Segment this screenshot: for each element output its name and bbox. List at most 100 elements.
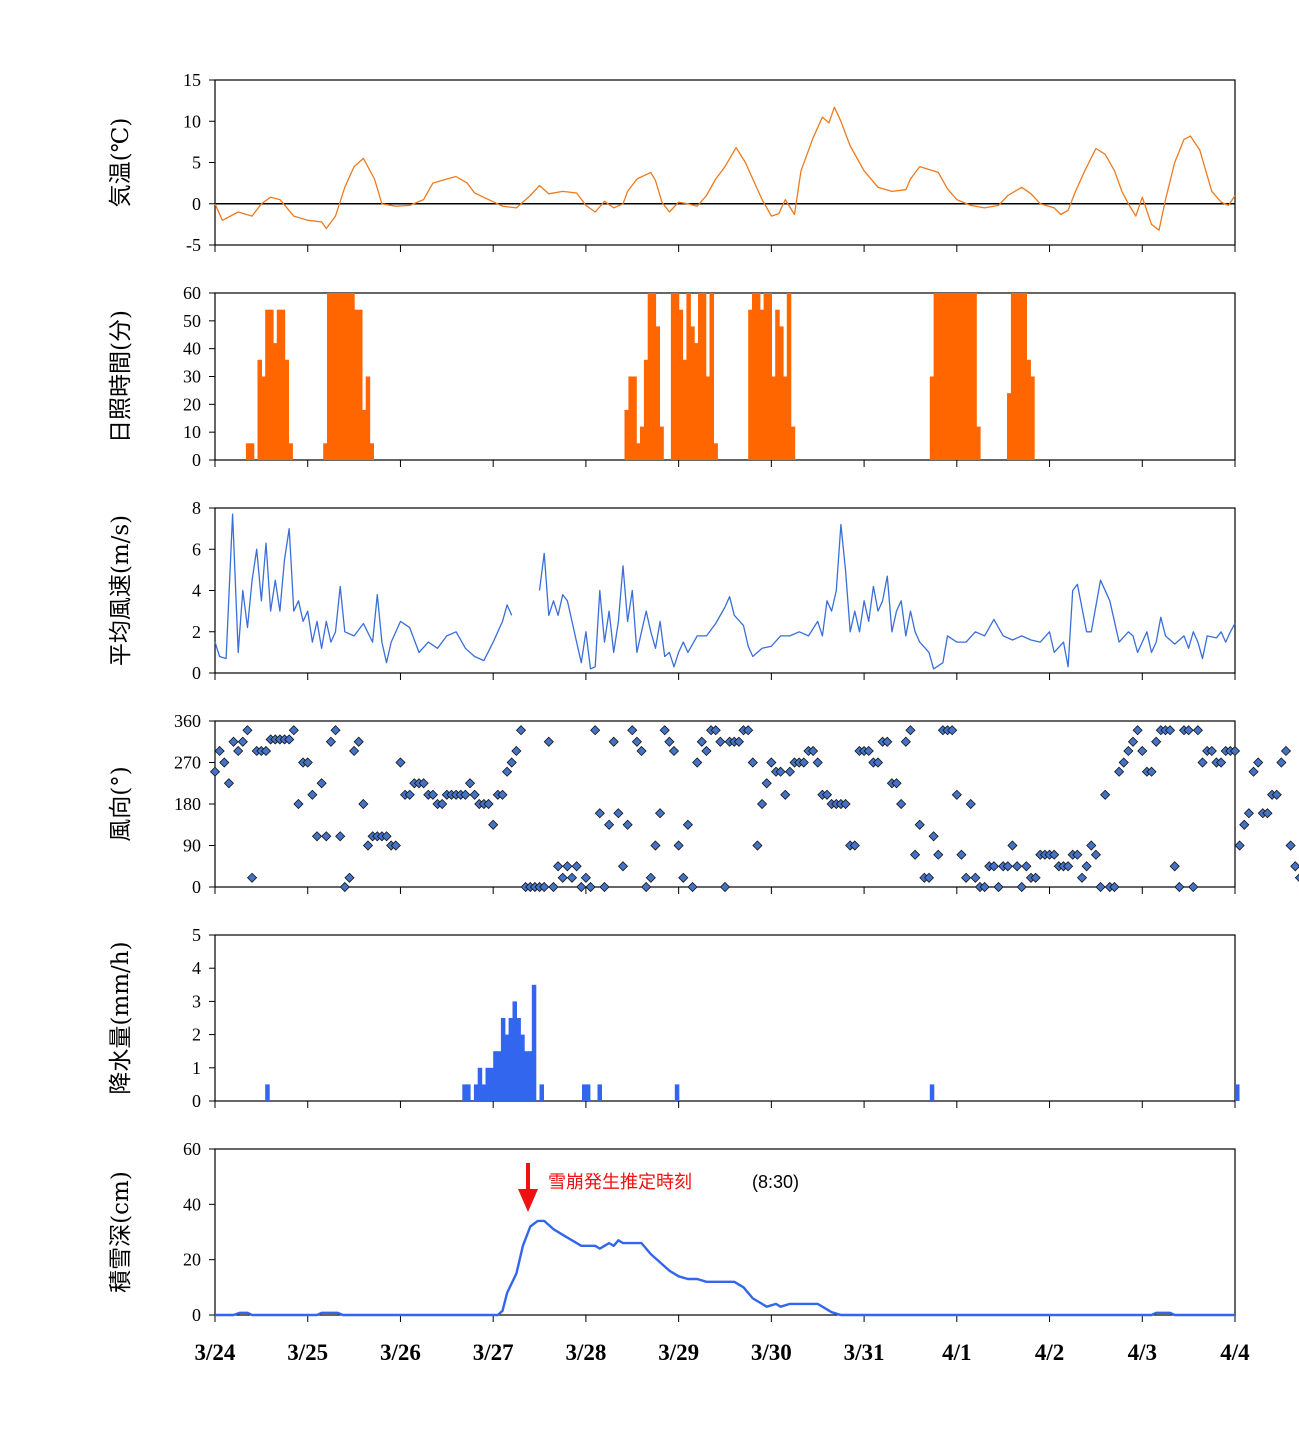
sunshine-bar: [701, 293, 707, 460]
wind-direction-point: [604, 819, 615, 830]
wind-direction-point: [1248, 766, 1259, 777]
wind-direction-point: [701, 745, 712, 757]
sunshine-bar: [976, 426, 981, 460]
wind_speed-plot-frame: [214, 507, 1236, 674]
sunshine-bar: [690, 326, 695, 460]
wind-direction-point: [923, 872, 935, 883]
wind-direction-point: [1253, 757, 1264, 768]
sunshine-bar: [346, 293, 351, 460]
wind-direction-point: [1076, 872, 1088, 883]
wind-direction-point: [896, 798, 907, 810]
precipitation-bar: [512, 1001, 517, 1101]
wind-direction-point: [733, 736, 744, 747]
wind-direction-point: [766, 757, 777, 768]
sunshine-bar: [659, 426, 664, 460]
wind-direction-point: [812, 757, 823, 768]
wind-direction-point: [464, 778, 476, 789]
wind-direction-point: [1169, 861, 1180, 872]
wind-direction-point: [1123, 745, 1134, 757]
sunshine-bar: [636, 443, 641, 460]
sunshine-ytick-label: 50: [183, 311, 201, 331]
wind-direction-point: [1063, 861, 1074, 872]
wind-direction-point: [1280, 745, 1292, 757]
wind-direction-point: [636, 745, 647, 757]
wind-direction-point: [247, 872, 258, 883]
wind-direction-point: [590, 725, 601, 736]
precipitation-bar: [265, 1084, 270, 1101]
wind-direction-point: [631, 736, 642, 747]
precipitation-bar: [516, 1018, 521, 1101]
wind-direction-point: [288, 725, 299, 736]
wind_speed-ytick-label: 2: [192, 622, 201, 642]
sunshine-bar: [960, 293, 966, 460]
wind-direction-point: [219, 757, 230, 768]
wind-direction-point: [1012, 861, 1023, 872]
sunshine-bar: [694, 343, 699, 460]
wind-direction-point: [641, 881, 652, 893]
precipitation-bar: [500, 1018, 506, 1101]
wind-direction-point: [965, 798, 976, 810]
wind-direction-point: [808, 745, 819, 757]
wind-direction-point: [775, 766, 786, 777]
x-tick-label: 3/24: [195, 1340, 236, 1365]
wind-direction-point: [539, 881, 550, 893]
sunshine-bar: [647, 293, 653, 460]
wind-direction-point: [1114, 766, 1125, 777]
wind-direction-point: [1239, 819, 1250, 830]
wind-direction-point: [1243, 808, 1254, 819]
snow_depth-ytick-label: 40: [183, 1194, 201, 1214]
wind-direction-point: [659, 725, 670, 736]
sunshine-bar: [1030, 376, 1035, 460]
wind-direction-point: [1072, 849, 1083, 860]
wind-direction-point: [715, 736, 726, 747]
sunshine-bar: [655, 326, 660, 460]
wind-direction-point: [353, 736, 364, 747]
wind-direction-point: [1262, 808, 1273, 819]
sunshine-bar: [698, 293, 703, 460]
sunshine-bar: [779, 326, 784, 460]
sunshine-bar: [640, 426, 645, 460]
wind-direction-point: [557, 872, 568, 883]
precipitation-plot-frame: [214, 934, 1236, 1102]
wind_direction-ytick-label: 0: [192, 877, 201, 897]
wind_speed-ytick-label: 6: [192, 539, 201, 559]
wind-direction-point: [209, 766, 221, 777]
wind-direction-point: [849, 840, 860, 851]
wind-direction-point: [710, 725, 721, 736]
sunshine-bar: [783, 376, 788, 460]
wind-direction-point: [655, 808, 666, 819]
sunshine-ytick-label: 30: [183, 367, 201, 387]
wind-direction-point: [747, 757, 758, 768]
panel-snow_depth: 0 20 40 60 積雪深(cm): [108, 1139, 1236, 1325]
precipitation-bar: [531, 984, 537, 1101]
wind-direction-point: [882, 736, 893, 747]
sunshine-bar: [334, 293, 340, 460]
sunshine-bar: [686, 293, 691, 460]
sunshine-bar: [249, 443, 255, 460]
sunshine-bar: [933, 293, 939, 460]
precipitation-bar: [528, 1051, 533, 1101]
wind-direction-point: [891, 778, 902, 789]
wind-direction-point: [316, 778, 327, 789]
sunshine-bar: [713, 443, 718, 460]
wind-direction-point: [284, 734, 295, 745]
wind-direction-point: [1165, 725, 1176, 736]
wind-direction-point: [344, 872, 355, 883]
sunshine-bar: [790, 426, 796, 460]
sunshine-bar: [786, 293, 792, 460]
wind-direction-point: [900, 736, 911, 747]
sunshine-bar: [361, 409, 367, 460]
sunshine-ytick-label: 60: [183, 283, 201, 303]
sunshine-bar: [759, 309, 765, 460]
wind-direction-point: [599, 881, 610, 893]
wind-direction-point: [863, 745, 874, 757]
precipitation-bar: [504, 1034, 510, 1101]
wind_direction-ytick-label: 270: [174, 753, 201, 773]
wind-direction-point: [1290, 861, 1299, 872]
sunshine-bar: [265, 309, 270, 460]
wind-direction-point: [821, 789, 833, 800]
wind-direction-point: [1007, 840, 1018, 851]
x-tick-label: 4/4: [1220, 1340, 1250, 1365]
sunshine-bar: [1026, 359, 1031, 460]
wind-direction-point: [780, 789, 791, 800]
